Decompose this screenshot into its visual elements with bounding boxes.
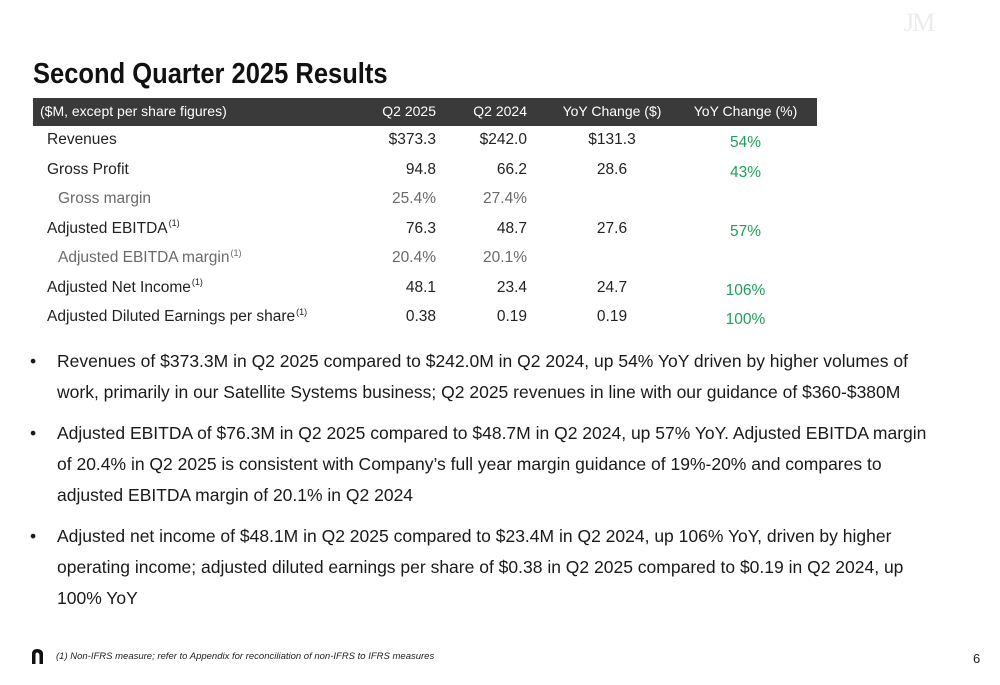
footnote-marker: (1) [296, 306, 308, 317]
cell-q2-2025: 48.1 [405, 278, 436, 296]
table-row: Adjusted EBITDA(1) 76.3 48.7 27.6 57% [33, 215, 817, 245]
header-yoy-dollar: YoY Change ($) [562, 103, 662, 119]
cell-q2-2024: 20.1% [483, 249, 527, 266]
table-row: Gross margin 25.4% 27.4% [33, 185, 817, 215]
row-label: Adjusted EBITDA margin(1) [58, 247, 242, 267]
table-row: Gross Profit 94.8 66.2 28.6 43% [33, 156, 817, 186]
row-label-text: Adjusted Net Income [47, 278, 191, 296]
table-row: Adjusted Diluted Earnings per share(1) 0.… [33, 303, 817, 333]
bullet-marker: • [30, 351, 37, 371]
bullet-text: Adjusted EBITDA of $76.3M in Q2 2025 com… [57, 423, 927, 505]
row-label: Adjusted Diluted Earnings per share(1) [47, 306, 308, 326]
cell-q2-2025: 20.4% [392, 249, 436, 266]
cell-q2-2024: 66.2 [496, 160, 527, 178]
table-body: Revenues $373.3 $242.0 $131.3 54% Gross Profi… [33, 126, 817, 333]
bullet-text: Adjusted net income of $48.1M in Q2 2025… [57, 526, 904, 608]
cell-q2-2024: 27.4% [483, 190, 527, 207]
row-label: Adjusted EBITDA(1) [47, 218, 180, 238]
cell-q2-2024: 0.19 [496, 308, 527, 325]
row-label: Gross Profit [47, 161, 129, 179]
bullet-item: • Revenues of $373.3M in Q2 2025 compared… [30, 346, 930, 408]
cell-yoy-dollar: 28.6 [596, 160, 628, 178]
table-row: Adjusted EBITDA margin(1) 20.4% 20.1% [33, 244, 817, 274]
cell-q2-2025: 25.4% [392, 190, 436, 207]
row-label-text: Adjusted Diluted Earnings per share [47, 308, 296, 325]
header-yoy-pct: YoY Change (%) [693, 103, 798, 119]
results-table: ($M, except per share figures) Q2 2025 Q… [33, 98, 817, 333]
row-label: Gross margin [58, 190, 151, 208]
row-label: Revenues [47, 131, 117, 149]
cell-yoy-dollar: $131.3 [588, 131, 636, 148]
bullet-item: • Adjusted net income of $48.1M in Q2 202… [30, 521, 930, 614]
cell-q2-2024: 23.4 [496, 278, 527, 296]
cell-q2-2025: $373.3 [388, 131, 436, 148]
bullet-marker: • [30, 423, 37, 443]
bullet-item: • Adjusted EBITDA of $76.3M in Q2 2025 co… [30, 418, 930, 511]
row-label-text: Adjusted EBITDA [47, 219, 168, 237]
bullet-text: Revenues of $373.3M in Q2 2025 compared … [57, 351, 908, 402]
table-row: Revenues $373.3 $242.0 $131.3 54% [33, 126, 817, 156]
row-label: Adjusted Net Income(1) [47, 277, 203, 297]
cell-yoy-pct: 106% [725, 281, 766, 299]
bullet-list: • Revenues of $373.3M in Q2 2025 compared… [30, 346, 930, 624]
page-title: Second Quarter 2025 Results [33, 58, 388, 90]
cell-q2-2024: 48.7 [496, 219, 527, 237]
cell-q2-2025: 76.3 [405, 219, 436, 237]
row-label-text: Gross margin [58, 190, 152, 207]
cell-yoy-pct: 57% [729, 222, 762, 240]
header-units: ($M, except per share figures) [40, 103, 227, 119]
cell-yoy-pct: 100% [725, 311, 766, 328]
cell-q2-2025: 0.38 [405, 308, 436, 325]
page-number: 6 [973, 651, 981, 666]
table-row: Adjusted Net Income(1) 48.1 23.4 24.7 106% [33, 274, 817, 304]
cell-q2-2025: 94.8 [405, 160, 436, 178]
company-logo-icon [32, 649, 43, 664]
table-header: ($M, except per share figures) Q2 2025 Q… [33, 98, 817, 126]
watermark-logo: JM [904, 8, 935, 37]
footnote: (1) Non-IFRS measure; refer to Appendix … [56, 651, 435, 662]
row-label-text: Gross Profit [47, 160, 129, 178]
header-q2-2025: Q2 2025 [382, 103, 436, 119]
cell-yoy-pct: 43% [729, 163, 762, 181]
cell-yoy-pct: 54% [729, 134, 762, 151]
footnote-marker: (1) [191, 277, 203, 288]
cell-yoy-dollar: 27.6 [596, 219, 628, 237]
cell-yoy-dollar: 0.19 [596, 308, 628, 325]
header-q2-2024: Q2 2024 [473, 103, 527, 119]
bullet-marker: • [30, 526, 37, 546]
cell-yoy-dollar: 24.7 [596, 278, 628, 296]
row-label-text: Revenues [47, 131, 117, 148]
footnote-marker: (1) [168, 218, 180, 229]
row-label-text: Adjusted EBITDA margin [58, 249, 230, 266]
cell-q2-2024: $242.0 [479, 131, 527, 148]
footnote-marker: (1) [230, 247, 242, 258]
